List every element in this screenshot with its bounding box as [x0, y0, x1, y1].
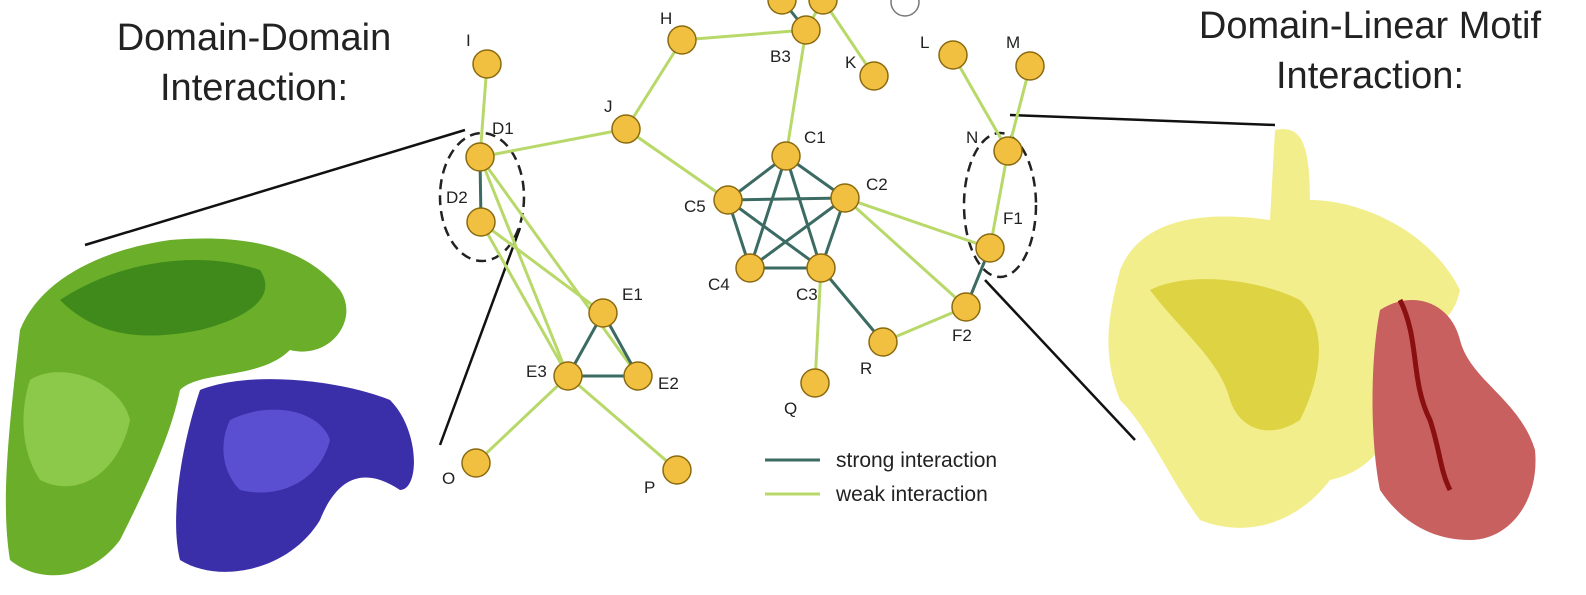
- node-label: I: [466, 31, 471, 50]
- node: [735, 253, 765, 283]
- node-label: B3: [770, 47, 791, 66]
- node: [662, 455, 692, 485]
- node-label: L: [920, 33, 929, 52]
- node: [975, 233, 1005, 263]
- node-label: D1: [492, 119, 514, 138]
- protein-left: [5, 238, 414, 576]
- node-label: F2: [952, 326, 972, 345]
- edge: [681, 28, 807, 42]
- node: [767, 0, 797, 15]
- edge: [479, 127, 627, 159]
- node-label: M: [1006, 33, 1020, 52]
- edge: [625, 127, 729, 202]
- edge: [624, 39, 684, 130]
- node: [993, 136, 1023, 166]
- node-label: F1: [1003, 209, 1023, 228]
- left-title: Domain-Domain: [117, 17, 392, 59]
- node: [623, 361, 653, 391]
- edge: [784, 29, 808, 157]
- node: [1015, 51, 1045, 81]
- node-label: E1: [622, 285, 643, 304]
- node-label: C5: [684, 197, 706, 216]
- edge: [843, 196, 968, 309]
- edge: [478, 63, 489, 158]
- pointer-lines: [84, 113, 1276, 446]
- node: [808, 0, 838, 15]
- node: [938, 40, 968, 70]
- edge: [479, 221, 570, 377]
- edge: [727, 198, 822, 270]
- node-label: C2: [866, 175, 888, 194]
- node: [553, 361, 583, 391]
- edge: [474, 374, 570, 465]
- group-outline: [438, 131, 526, 263]
- node-label: R: [860, 359, 872, 378]
- node-label: E3: [526, 362, 547, 381]
- node: [713, 185, 743, 215]
- right-title: Interaction:: [1276, 55, 1464, 97]
- edge: [819, 267, 885, 343]
- node: [868, 327, 898, 357]
- node-label: Q: [784, 399, 797, 418]
- node: [465, 142, 495, 172]
- edge: [478, 156, 570, 377]
- node-label: D2: [446, 188, 468, 207]
- edge: [478, 156, 640, 377]
- node-label: K: [845, 53, 857, 72]
- legend-label: weak interaction: [835, 483, 988, 506]
- node: [951, 292, 981, 322]
- edge: [882, 305, 967, 344]
- edge: [748, 155, 788, 269]
- legend-label: strong interaction: [836, 449, 997, 472]
- right-title: Domain-Linear Motif: [1199, 5, 1542, 47]
- node-label: N: [966, 128, 978, 147]
- nodes: H B3 K I L M J D1 D2 C1 C2 C5 C4 C3 N F1 F2 E1 E2 E3 R Q O P: [442, 0, 1045, 497]
- node-label: H: [660, 9, 672, 28]
- node-label: C4: [708, 275, 730, 294]
- edge: [821, 0, 876, 77]
- node-label: C1: [804, 128, 826, 147]
- node: [588, 298, 618, 328]
- group-outline: [962, 131, 1038, 279]
- edge: [567, 374, 678, 472]
- protein-right: [1108, 129, 1536, 540]
- edge: [727, 196, 846, 202]
- node: [461, 448, 491, 478]
- edges: [474, 0, 1032, 472]
- edge: [784, 155, 823, 269]
- node-label: P: [644, 478, 655, 497]
- node: [466, 207, 496, 237]
- node: [890, 0, 920, 17]
- node-label: J: [604, 97, 613, 116]
- node: [800, 368, 830, 398]
- node-label: E2: [658, 374, 679, 393]
- node: [859, 61, 889, 91]
- edge: [813, 267, 823, 384]
- left-title: Interaction:: [160, 67, 348, 109]
- node: [771, 141, 801, 171]
- edge: [988, 150, 1010, 249]
- edge: [480, 220, 604, 315]
- node-label: C3: [796, 285, 818, 304]
- edge: [844, 196, 991, 250]
- node: [611, 114, 641, 144]
- node: [830, 183, 860, 213]
- node: [806, 253, 836, 283]
- node: [667, 25, 697, 55]
- edge: [951, 54, 1010, 152]
- node: [472, 49, 502, 79]
- node-label: O: [442, 469, 455, 488]
- node: [791, 15, 821, 45]
- edge: [749, 196, 846, 270]
